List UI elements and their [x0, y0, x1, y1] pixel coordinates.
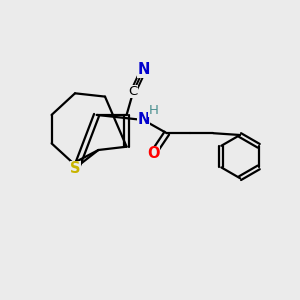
- Text: N: N: [137, 112, 150, 128]
- Text: O: O: [147, 146, 160, 161]
- Text: H: H: [148, 103, 158, 117]
- Text: N: N: [137, 62, 150, 77]
- Text: C: C: [129, 85, 138, 98]
- Text: S: S: [70, 161, 81, 176]
